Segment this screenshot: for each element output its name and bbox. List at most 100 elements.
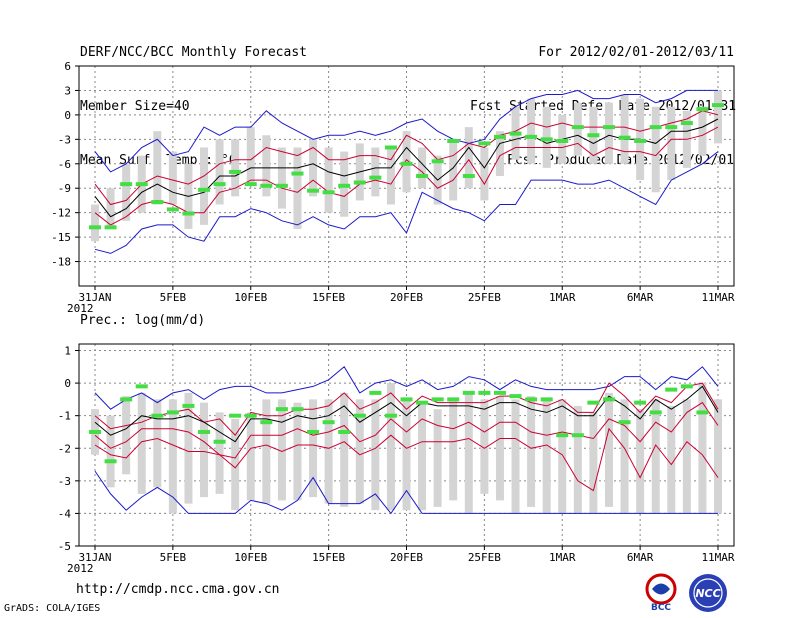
ensemble-box	[309, 399, 318, 498]
ensemble-box	[527, 396, 536, 507]
ensemble-box	[480, 147, 489, 201]
ensemble-box	[449, 399, 458, 501]
ensemble-box	[402, 399, 411, 511]
y-tick-label: -2	[58, 442, 71, 455]
prec-panel: Prec.: log(mm/d) 1 0 -1 -2 -3 -4 -5 31JAN 5FEB 10F…	[58, 313, 735, 575]
series-upper-line	[94, 382, 719, 436]
obs-marker	[556, 433, 569, 438]
obs-marker	[353, 413, 366, 418]
obs-marker	[447, 397, 460, 402]
ncc-logo: NCC	[689, 574, 727, 612]
obs-marker	[431, 397, 444, 402]
ensemble-box	[620, 399, 629, 514]
ensemble-box	[246, 127, 255, 185]
ensemble-box	[262, 135, 271, 197]
obs-marker	[556, 138, 569, 143]
y-tick-label: -6	[58, 158, 71, 171]
ensemble-box	[293, 147, 302, 229]
ncc-logo-text: NCC	[695, 587, 720, 600]
obs-marker	[680, 384, 693, 389]
y-tick-label: -15	[51, 231, 71, 244]
ensemble-box	[168, 151, 177, 205]
y-tick-label: 1	[64, 345, 71, 358]
ensemble-box	[246, 412, 255, 501]
obs-marker	[447, 138, 460, 143]
obs-marker	[369, 390, 382, 395]
obs-marker	[322, 420, 335, 425]
ensemble-box	[651, 399, 660, 514]
obs-marker	[120, 182, 133, 187]
obs-marker	[275, 407, 288, 412]
header-title: DERF/NCC/BCC Monthly Forecast	[80, 45, 307, 60]
ensemble-box	[682, 399, 691, 514]
x-tick-label: 25FEB	[468, 551, 501, 564]
obs-marker	[602, 125, 615, 130]
obs-marker	[696, 410, 709, 415]
header-member-size: Member Size=40	[80, 99, 190, 114]
obs-marker	[166, 410, 179, 415]
obs-marker	[213, 182, 226, 187]
ensemble-box	[418, 147, 427, 189]
ensemble-box	[231, 139, 240, 197]
series-max-line	[94, 366, 719, 410]
ensemble-box	[542, 399, 551, 514]
obs-marker	[416, 400, 429, 405]
x-tick-label: 5FEB	[160, 551, 187, 564]
ensemble-box	[184, 392, 193, 504]
ensemble-box	[464, 392, 473, 514]
obs-marker	[198, 187, 211, 192]
x-tick-label: 11MAR	[701, 551, 734, 564]
ensemble-box	[122, 396, 131, 475]
x-tick-label: 20FEB	[390, 291, 423, 304]
y-tick-label: -4	[58, 507, 72, 520]
ensemble-box	[262, 399, 271, 504]
grads-credit: GrADS: COLA/IGES	[4, 603, 101, 614]
obs-marker	[587, 400, 600, 405]
obs-marker	[338, 183, 351, 188]
ensemble-box	[215, 139, 224, 205]
x-tick-label: 6MAR	[627, 551, 654, 564]
x-tick-label: 10FEB	[234, 551, 267, 564]
obs-marker	[634, 400, 647, 405]
obs-marker	[416, 174, 429, 178]
series-extra-low-line	[94, 427, 719, 492]
obs-marker	[151, 413, 164, 418]
ensemble-box	[651, 106, 660, 193]
series-min-line	[94, 151, 719, 254]
ensemble-box	[495, 396, 504, 501]
ensemble-box	[698, 106, 707, 156]
ensemble-box	[511, 399, 520, 514]
ensemble-box	[636, 409, 645, 514]
obs-marker	[353, 180, 366, 185]
x-tick-label: 25FEB	[468, 291, 501, 304]
series-max-line	[94, 89, 718, 173]
x-tick-label: 31JAN	[78, 551, 111, 564]
ensemble-box	[386, 147, 395, 205]
obs-marker	[602, 397, 615, 402]
ensemble-box	[371, 147, 380, 197]
y-tick-label: -3	[58, 475, 71, 488]
ensemble-box	[433, 409, 442, 507]
obs-marker	[229, 169, 242, 174]
obs-marker	[198, 429, 211, 434]
obs-marker	[135, 384, 148, 389]
y-tick-label: -12	[51, 207, 71, 220]
ensemble-box	[91, 204, 99, 242]
ensemble-box	[153, 131, 162, 205]
x-tick-label: 15FEB	[312, 551, 345, 564]
ensemble-box	[371, 399, 380, 511]
x-year-label: 2012	[67, 302, 94, 315]
obs-marker	[540, 137, 553, 142]
obs-marker	[400, 397, 413, 402]
ensemble-box	[620, 94, 629, 164]
series-median-line	[94, 118, 719, 218]
obs-marker	[618, 135, 631, 140]
footer-url[interactable]: http://cmdp.ncc.cma.gov.cn	[76, 582, 280, 597]
temp-panel: 6 3 0 -3 -6 -9 -12 -15 -18 31JAN 5FEB 10FEB 15FEB 20F…	[51, 60, 735, 315]
ensemble-box	[464, 127, 473, 189]
obs-marker	[618, 420, 631, 425]
y-tick-label: 6	[64, 60, 71, 73]
obs-marker	[665, 387, 678, 392]
bcc-logo: BCC	[645, 573, 677, 612]
obs-marker	[307, 188, 320, 193]
